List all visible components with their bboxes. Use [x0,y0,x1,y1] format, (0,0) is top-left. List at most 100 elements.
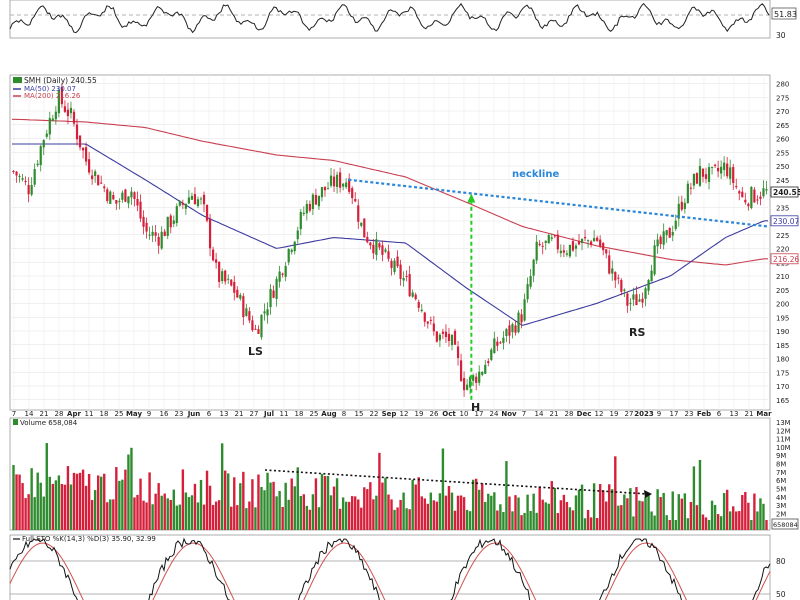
volume-bar [284,482,287,530]
volume-bar [366,489,369,530]
date-tick-label: 2023 [634,410,654,418]
candle-body [202,194,206,205]
date-axis: 7 14 21 28 Apr 11 18 25 May 9 16 23 Jun 6 13 21 27 Jul 11 1… [12,410,772,418]
candle-body [508,325,511,336]
candle-body [547,234,550,244]
volume-bar [136,494,139,530]
volume-bar [729,511,732,530]
volume-bar [617,505,620,530]
ma200-value: 216.26 [773,255,799,264]
candle-body [272,290,275,298]
candle-body [193,194,197,205]
date-tick-label: May [126,410,142,418]
date-tick-label: 15 [355,410,364,418]
price-panel: 2802752702652602552502452402352302252202… [9,74,800,414]
volume-bar [314,478,318,530]
candle-body [487,361,490,364]
rsi-panel: 51.83 30 [9,0,797,40]
candle-body [21,178,24,180]
candle-body [263,311,266,314]
volume-bar [574,495,578,530]
volume-bar [468,511,472,530]
date-tick-label: 14 [25,410,34,418]
candle-body [360,222,363,226]
candle-body [713,164,717,166]
candle-body [51,118,54,121]
volume-bar [199,479,203,530]
price-tick-label: 185 [776,342,789,350]
volume-bar [444,495,448,530]
date-tick-label: 17 [670,410,679,418]
candle-body [378,243,381,248]
candle-body [444,331,448,337]
volume-bar [51,483,55,530]
volume-bar [335,478,339,530]
candle-body [686,183,689,204]
last-price-value: 240.55 [773,188,800,197]
candle-body [629,302,632,304]
volume-bar [344,501,348,530]
price-tick-label: 210 [776,273,789,281]
date-tick-label: Dec [577,410,592,418]
volume-panel: 13M12M11M10M9M8M7M6M5M4M3M2M1M Volume 65… [9,417,799,531]
volume-bar [184,492,188,530]
volume-bar [750,520,753,530]
legend-ma200: MA(200) 216.26 [24,92,81,100]
volume-bar [689,501,693,530]
volume-bar [432,500,436,530]
price-tick-label: 280 [776,81,789,89]
volume-bar [57,475,61,530]
volume-bar [481,483,484,530]
candle-body [357,205,360,222]
neckline-line [348,178,769,228]
volume-bar [423,498,426,530]
candle-body [112,194,115,200]
volume-bar [160,495,163,530]
volume-bar [680,498,684,530]
candle-body [614,272,617,281]
candle-body [535,241,538,261]
candle-body [88,159,91,173]
volume-bar [260,486,263,530]
volume-bar [93,490,97,530]
candle-body [293,241,296,252]
candle-body [438,334,441,341]
candle-body [417,301,420,308]
candle-body [27,184,30,195]
volume-bar [106,502,109,530]
volume-bar [208,485,212,530]
volume-bar [323,476,327,530]
candle-body [311,194,314,210]
volume-bar [420,496,423,530]
price-value-tags: 240.55 230.07 216.26 [770,186,800,265]
volume-bar [408,509,411,530]
volume-bar [583,518,587,530]
candle-body [611,268,614,274]
candle-body [97,175,100,186]
candle-body [523,299,526,321]
volume-bars [12,443,768,530]
volume-bar [151,504,154,530]
candle-body [420,309,423,312]
volume-bar [496,510,499,530]
date-tick-label: 6 [207,410,212,418]
candle-body [224,270,227,282]
candle-body [626,293,629,306]
candle-body [351,188,354,199]
price-tick-label: 170 [776,383,789,391]
candle-body [723,162,726,171]
volume-bar [287,499,290,530]
volume-bar [719,516,723,530]
date-tick-label: 6 [717,410,722,418]
volume-bar [130,447,133,530]
volume-bar [193,483,197,530]
neckline-label: neckline [512,169,559,180]
candle-body [60,87,63,105]
candle-body [729,167,732,179]
candle-body [145,222,148,232]
candle-body [429,319,432,321]
candle-body [139,201,142,219]
price-tick-label: 190 [776,328,789,336]
volume-bar [393,509,396,530]
candle-body [605,249,608,254]
